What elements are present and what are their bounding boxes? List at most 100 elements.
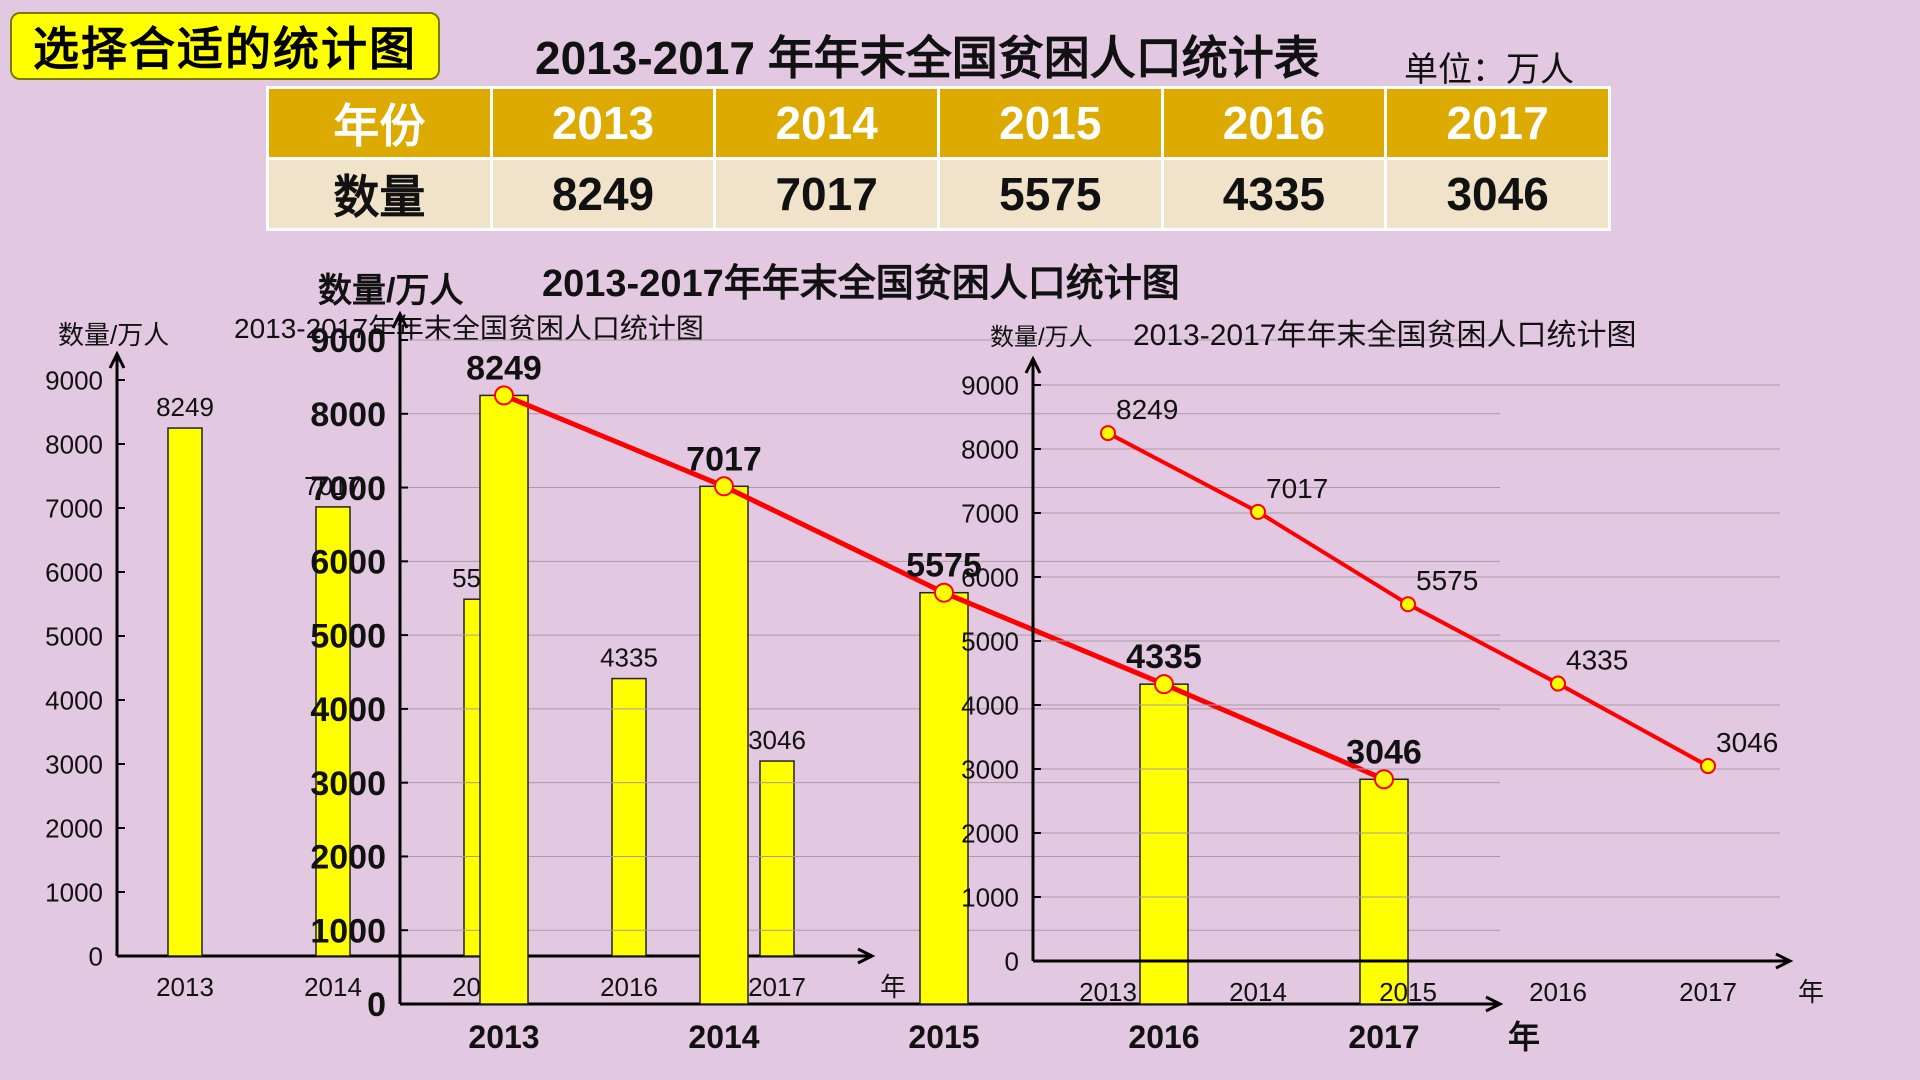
y-tick-label: 9000 bbox=[310, 322, 386, 360]
y-axis-head bbox=[108, 350, 126, 369]
data-label: 7017 bbox=[304, 471, 362, 501]
x-tick-label: 2014 bbox=[688, 1019, 759, 1055]
y-tick-label: 0 bbox=[89, 941, 103, 971]
y-axis-head bbox=[1024, 355, 1042, 374]
y-tick-label: 8000 bbox=[310, 396, 386, 434]
point-2015 bbox=[934, 582, 954, 603]
data-label: 4335 bbox=[1566, 645, 1628, 676]
table-year-cell: 2015 bbox=[936, 86, 1164, 160]
bar-2013 bbox=[167, 427, 203, 957]
x-tick-label: 2014 bbox=[1229, 977, 1287, 1007]
y-tick-label: 9000 bbox=[961, 370, 1019, 400]
point-2016 bbox=[1154, 674, 1174, 695]
y-tick-label: 0 bbox=[1005, 946, 1019, 976]
x-tick-label: 2017 bbox=[748, 972, 806, 1002]
x-tick-label: 2013 bbox=[156, 972, 214, 1002]
x-axis-head bbox=[1485, 995, 1504, 1013]
table-value-cell: 4335 bbox=[1160, 157, 1388, 231]
y-axis-title: 数量/万人 bbox=[318, 272, 463, 310]
point-2014 bbox=[714, 476, 734, 497]
data-label: 7017 bbox=[1266, 473, 1328, 504]
data-label: 4335 bbox=[600, 643, 658, 673]
point-2015 bbox=[1400, 596, 1416, 613]
data-label: 4335 bbox=[1126, 638, 1202, 676]
x-tick-label: 2016 bbox=[1128, 1019, 1199, 1055]
y-tick-label: 4000 bbox=[310, 691, 386, 729]
table-value-cell: 8249 bbox=[489, 157, 717, 231]
data-label: 3046 bbox=[748, 725, 806, 755]
y-tick-label: 9000 bbox=[45, 365, 103, 395]
data-label: 3046 bbox=[1716, 727, 1778, 758]
x-axis-title: 年 bbox=[880, 972, 906, 1002]
x-axis-head bbox=[1775, 952, 1794, 970]
table-value-label: 数量 bbox=[266, 157, 493, 231]
y-tick-label: 2000 bbox=[45, 813, 103, 843]
point-2017 bbox=[1374, 769, 1394, 790]
point-2013 bbox=[494, 385, 514, 406]
bar-2013 bbox=[479, 394, 529, 1005]
data-label: 5575 bbox=[1416, 565, 1478, 596]
table-value-cell: 7017 bbox=[713, 157, 940, 231]
table-value-cell: 5575 bbox=[936, 157, 1164, 231]
x-tick-label: 2017 bbox=[1679, 977, 1737, 1007]
y-tick-label: 1000 bbox=[961, 882, 1019, 912]
table-value-row: 数量 8249 7017 5575 4335 3046 bbox=[266, 157, 1611, 231]
chart-title: 2013-2017年年末全国贫困人口统计图 bbox=[542, 262, 1180, 305]
data-label: 8249 bbox=[156, 392, 214, 422]
x-tick-label: 2017 bbox=[1348, 1019, 1419, 1055]
y-tick-label: 3000 bbox=[45, 749, 103, 779]
x-tick-label: 2013 bbox=[1079, 977, 1137, 1007]
unit-label: 单位：万人 bbox=[1404, 51, 1574, 89]
table-title: 2013-2017 年年末全国贫困人口统计表 bbox=[535, 32, 1320, 84]
y-tick-label: 2000 bbox=[961, 818, 1019, 848]
y-tick-label: 1000 bbox=[310, 912, 386, 950]
y-tick-label: 8000 bbox=[45, 429, 103, 459]
bar-2017 bbox=[1359, 778, 1409, 1005]
table-year-cell: 2013 bbox=[489, 86, 717, 160]
slide-title: 选择合适的统计图 bbox=[10, 12, 440, 80]
y-tick-label: 5000 bbox=[961, 626, 1019, 656]
x-axis-title: 年 bbox=[1508, 1019, 1540, 1055]
point-2016 bbox=[1550, 675, 1566, 692]
x-tick-label: 2014 bbox=[304, 972, 362, 1002]
point-2017 bbox=[1700, 758, 1716, 775]
y-tick-label: 5000 bbox=[310, 617, 386, 655]
y-tick-label: 6000 bbox=[45, 557, 103, 587]
x-axis-title: 年 bbox=[1798, 977, 1824, 1007]
bar-2017 bbox=[759, 760, 795, 957]
bar-2016 bbox=[611, 677, 647, 957]
y-tick-label: 1000 bbox=[45, 877, 103, 907]
data-label: 5575 bbox=[906, 547, 982, 585]
bar-2014 bbox=[699, 485, 749, 1005]
x-tick-label: 2015 bbox=[1379, 977, 1437, 1007]
table-header-label: 年份 bbox=[266, 86, 493, 160]
x-axis-head bbox=[857, 947, 876, 965]
x-tick-label: 2016 bbox=[1529, 977, 1587, 1007]
y-tick-label: 7000 bbox=[310, 470, 386, 508]
point-2014 bbox=[1250, 503, 1266, 520]
table-year-cell: 2016 bbox=[1160, 86, 1388, 160]
data-label: 8249 bbox=[1116, 394, 1178, 425]
y-tick-label: 3000 bbox=[961, 754, 1019, 784]
y-tick-label: 6000 bbox=[310, 544, 386, 582]
y-tick-label: 0 bbox=[367, 986, 386, 1024]
chart-title: 2013-2017年年末全国贫困人口统计图 bbox=[1133, 319, 1636, 352]
y-axis-title: 数量/万人 bbox=[990, 324, 1093, 351]
y-tick-label: 8000 bbox=[961, 434, 1019, 464]
x-tick-label: 2016 bbox=[600, 972, 658, 1002]
bar-2014 bbox=[315, 506, 351, 957]
table-value-cell: 3046 bbox=[1384, 157, 1611, 231]
bar-2016 bbox=[1139, 683, 1189, 1005]
y-axis-title: 数量/万人 bbox=[58, 320, 169, 350]
y-tick-label: 7000 bbox=[961, 498, 1019, 528]
y-tick-label: 3000 bbox=[310, 765, 386, 803]
y-tick-label: 4000 bbox=[961, 690, 1019, 720]
data-label: 7017 bbox=[686, 440, 762, 478]
y-tick-label: 5000 bbox=[45, 621, 103, 651]
table-year-cell: 2014 bbox=[713, 86, 940, 160]
y-tick-label: 6000 bbox=[961, 562, 1019, 592]
data-label: 3046 bbox=[1346, 733, 1422, 771]
data-label: 8249 bbox=[466, 349, 542, 387]
y-tick-label: 4000 bbox=[45, 685, 103, 715]
